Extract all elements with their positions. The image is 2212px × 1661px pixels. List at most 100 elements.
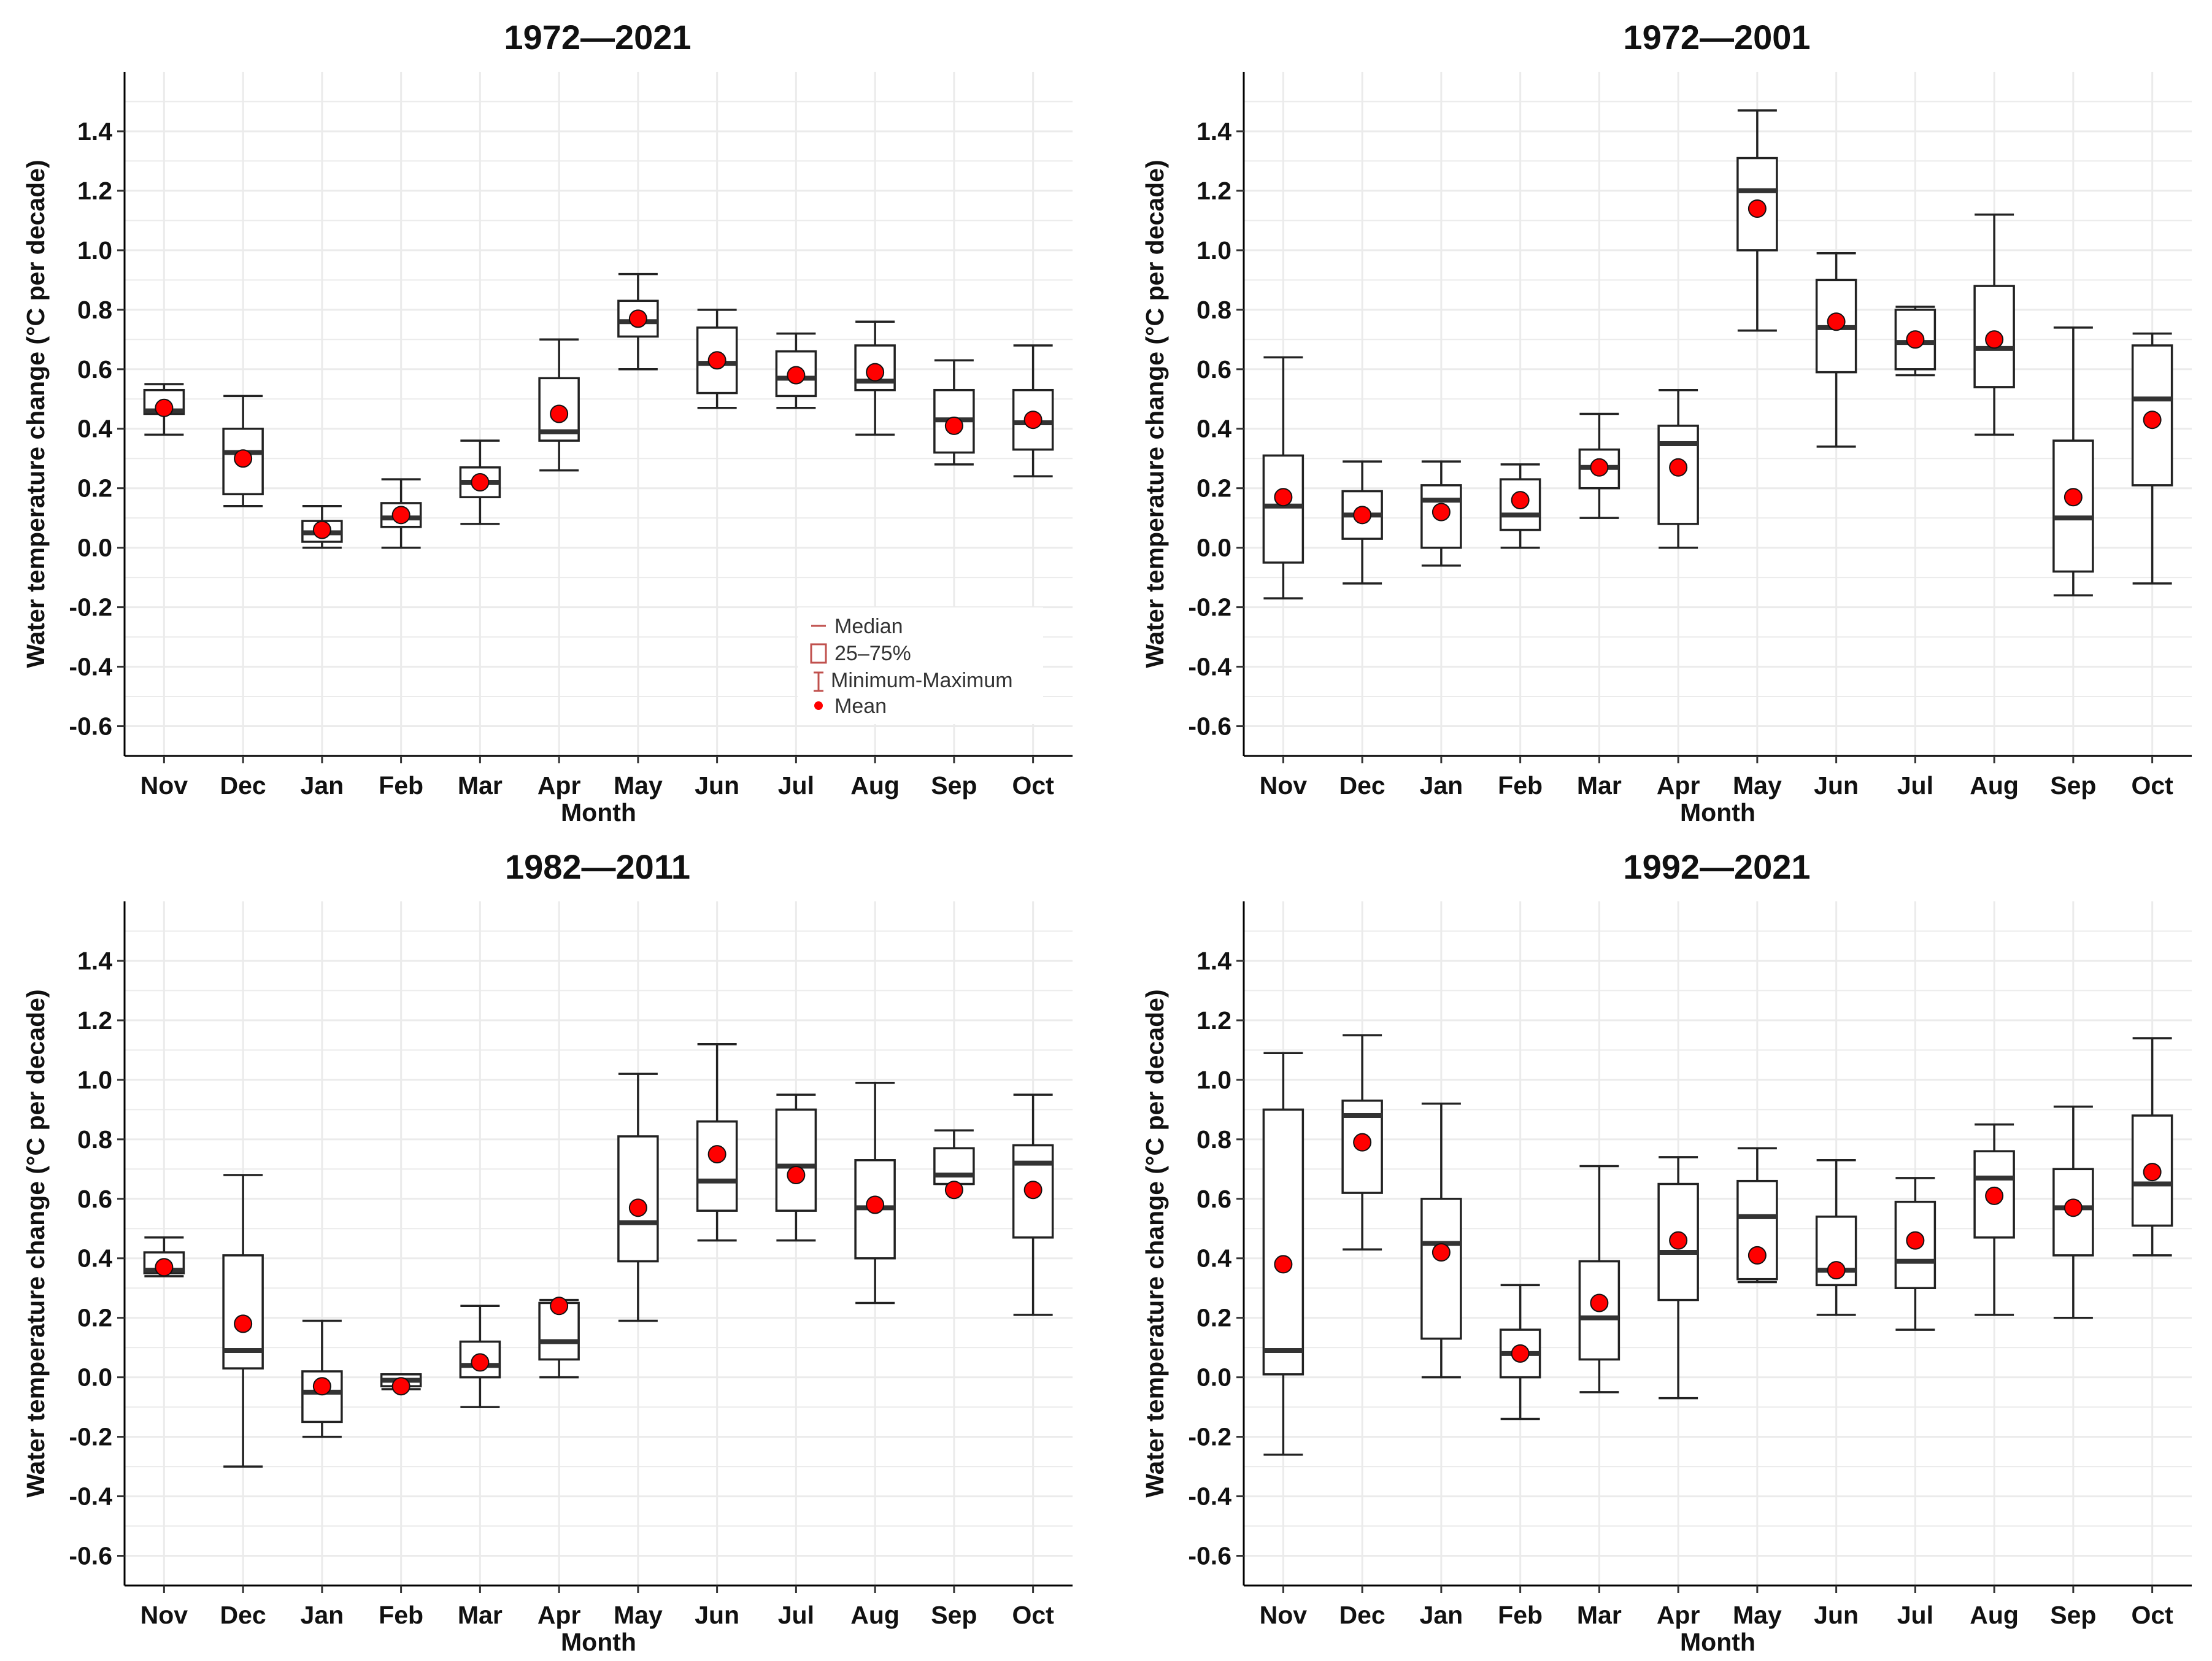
x-tick-label-mar: Mar xyxy=(1577,1601,1622,1629)
y-tick-label: 0.0 xyxy=(1197,1363,1231,1392)
box-jun xyxy=(696,309,738,409)
x-tick-label-feb: Feb xyxy=(1498,771,1543,800)
box-nov xyxy=(1262,1052,1304,1456)
panel-1: 1972—2021 -0.6 -0.4 -0.2 0.0 0.2 0.4 0.6 0.8 1.0 1… xyxy=(21,18,1073,827)
x-tick-label-jul: Jul xyxy=(778,771,814,800)
mean-point xyxy=(155,398,174,417)
mean-point xyxy=(1748,1246,1767,1265)
box-jul xyxy=(1894,306,1936,377)
mean-point xyxy=(1432,1243,1451,1262)
y-tick-label: 1.0 xyxy=(77,236,112,264)
x-tick-label-jun: Jun xyxy=(1814,771,1859,800)
box-dec xyxy=(222,395,264,507)
y-tick-label: -0.2 xyxy=(1188,1423,1231,1451)
box-jun xyxy=(1815,252,1857,448)
y-axis-title: Water temperature change (°C per decade) xyxy=(21,160,50,668)
mean-point xyxy=(787,366,806,385)
box-mar xyxy=(1578,1165,1620,1393)
x-tick-label-may: May xyxy=(1733,771,1782,800)
mean-point xyxy=(944,1181,963,1200)
legend-mean-icon xyxy=(814,701,823,710)
mean-point xyxy=(1274,488,1293,507)
mean-point xyxy=(1353,506,1372,525)
box-dec xyxy=(1341,1034,1383,1251)
box-sep xyxy=(2052,1105,2094,1319)
y-tick-label: 0.2 xyxy=(77,1304,112,1332)
mean-point xyxy=(1669,1231,1688,1250)
y-tick-label: 0.6 xyxy=(77,1185,112,1213)
y-tick-label: 0.8 xyxy=(1197,1125,1231,1154)
panel-title: 1972—2021 xyxy=(504,18,691,56)
x-tick-label-sep: Sep xyxy=(931,1601,977,1629)
box-feb xyxy=(1499,1284,1541,1420)
box-jul xyxy=(775,332,817,409)
legend-mean-label: Mean xyxy=(834,695,887,718)
iqr-box xyxy=(1736,156,1778,252)
box-jul xyxy=(1894,1177,1936,1331)
mean-point xyxy=(312,520,331,539)
iqr-box xyxy=(696,1120,738,1212)
y-tick-label: 0.6 xyxy=(77,355,112,383)
y-tick-label: 0.6 xyxy=(1197,1185,1231,1213)
panel-3: 1982—2011 -0.6 -0.4 -0.2 0.0 0.2 0.4 0.6 0.8 1.0 1… xyxy=(21,847,1073,1656)
box-dec xyxy=(1341,460,1383,585)
x-tick-label-jul: Jul xyxy=(1897,771,1933,800)
y-tick-label: 1.4 xyxy=(1197,947,1231,975)
box-nov xyxy=(1262,356,1304,599)
x-tick-label-apr: Apr xyxy=(1657,771,1700,800)
x-tick-label-feb: Feb xyxy=(379,771,423,800)
x-tick-label-oct: Oct xyxy=(1012,1601,1054,1629)
mean-point xyxy=(866,1195,885,1214)
mean-point xyxy=(787,1166,806,1184)
y-tick-label: 0.8 xyxy=(77,1125,112,1154)
y-tick-label: -0.4 xyxy=(1188,1482,1231,1511)
mean-point xyxy=(2143,410,2162,430)
box-oct xyxy=(1012,1093,1054,1316)
x-tick-label-sep: Sep xyxy=(2050,1601,2096,1629)
legend-background xyxy=(798,607,1043,724)
mean-point xyxy=(866,363,885,382)
mean-point xyxy=(1511,491,1530,510)
x-tick-label-aug: Aug xyxy=(1970,1601,2019,1629)
box-may xyxy=(1736,1147,1778,1284)
y-tick-label: 1.4 xyxy=(1197,117,1231,145)
legend-box-icon xyxy=(810,643,827,664)
y-tick-label: 1.2 xyxy=(77,1006,112,1035)
box-aug xyxy=(1973,1123,2015,1316)
iqr-box xyxy=(1262,454,1304,564)
y-tick-label: -0.2 xyxy=(1188,593,1231,622)
panel-title: 1972—2001 xyxy=(1623,18,1810,56)
box-jan xyxy=(301,1319,343,1438)
mean-point xyxy=(628,309,647,328)
x-tick-label-jun: Jun xyxy=(1814,1601,1859,1629)
box-jun xyxy=(696,1042,738,1242)
mean-point xyxy=(1353,1133,1372,1152)
box-nov xyxy=(143,383,185,436)
mean-point xyxy=(2064,1198,2083,1217)
box-aug xyxy=(854,320,896,436)
y-tick-label: 0.0 xyxy=(77,1363,112,1392)
y-tick-label: 1.0 xyxy=(1197,236,1231,264)
legend-whisker-icon xyxy=(814,671,823,692)
box-feb xyxy=(1499,463,1541,549)
y-tick-label: 1.2 xyxy=(77,177,112,205)
mean-point xyxy=(234,1314,253,1333)
mean-point xyxy=(1590,1293,1609,1312)
panel-4: 1992—2021 -0.6 -0.4 -0.2 0.0 0.2 0.4 0.6 0.8 1.0 1… xyxy=(1141,847,2192,1656)
y-tick-label: 0.0 xyxy=(77,534,112,562)
x-tick-label-nov: Nov xyxy=(141,1601,188,1629)
box-may xyxy=(617,1073,659,1322)
y-tick-label: -0.4 xyxy=(69,653,112,681)
y-tick-label: 1.4 xyxy=(77,947,112,975)
mean-point xyxy=(1669,458,1688,477)
mean-point xyxy=(1827,312,1846,331)
mean-point xyxy=(471,1353,490,1372)
x-axis-title: Month xyxy=(1680,798,1755,827)
x-tick-label-apr: Apr xyxy=(538,1601,581,1629)
y-tick-label: -0.6 xyxy=(69,1542,112,1570)
x-tick-label-oct: Oct xyxy=(1012,771,1054,800)
x-tick-label-oct: Oct xyxy=(2131,1601,2173,1629)
mean-point xyxy=(471,473,490,491)
x-tick-label-apr: Apr xyxy=(1657,1601,1700,1629)
y-tick-label: -0.6 xyxy=(1188,712,1231,741)
